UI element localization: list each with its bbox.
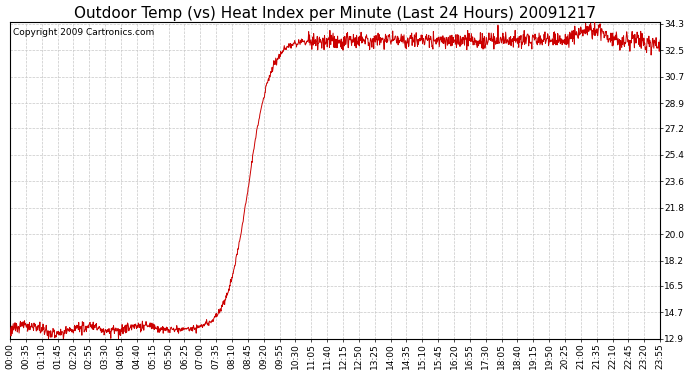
Title: Outdoor Temp (vs) Heat Index per Minute (Last 24 Hours) 20091217: Outdoor Temp (vs) Heat Index per Minute … [74, 6, 596, 21]
Text: Copyright 2009 Cartronics.com: Copyright 2009 Cartronics.com [13, 28, 155, 37]
